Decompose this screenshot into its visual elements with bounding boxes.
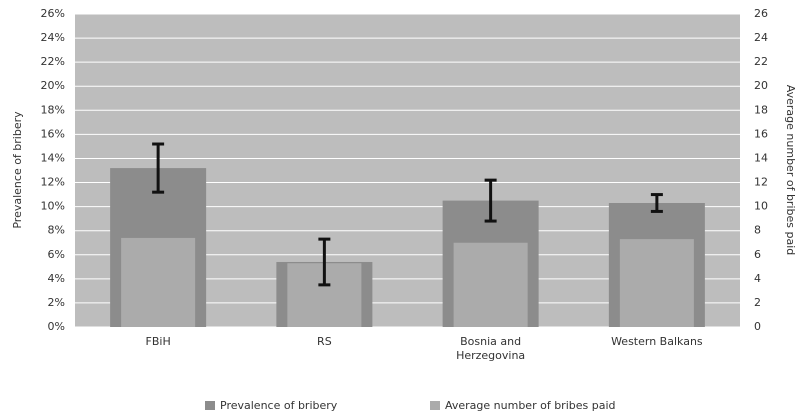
x-tick-label: RS <box>317 335 332 348</box>
y-tick-label: 4% <box>48 272 65 285</box>
y-tick-label: 14% <box>41 151 65 164</box>
y-tick-label: 12% <box>41 176 65 189</box>
legend-swatch <box>430 401 440 410</box>
y-tick-label: 8% <box>48 224 65 237</box>
y2-tick-label: 22 <box>754 55 768 68</box>
legend-label: Average number of bribes paid <box>445 399 616 412</box>
bar <box>619 239 694 327</box>
y2-tick-label: 14 <box>754 151 768 164</box>
x-tick-label: FBiH <box>145 335 171 348</box>
y-tick-label: 16% <box>41 127 65 140</box>
y-axis-label: Prevalence of bribery <box>11 111 24 229</box>
y2-tick-label: 18 <box>754 103 768 116</box>
bar <box>121 237 196 327</box>
y-tick-label: 20% <box>41 79 65 92</box>
x-tick-label: Western Balkans <box>611 335 703 348</box>
legend-label: Prevalence of bribery <box>220 399 338 412</box>
y-tick-label: 0% <box>48 320 65 333</box>
bar <box>453 242 528 327</box>
y2-tick-label: 12 <box>754 176 768 189</box>
legend-swatch <box>205 401 215 410</box>
y2-axis-label: Average number of bribes paid <box>784 85 797 256</box>
y2-tick-label: 10 <box>754 200 768 213</box>
y2-tick-label: 20 <box>754 79 768 92</box>
y2-tick-label: 4 <box>754 272 761 285</box>
y-tick-label: 26% <box>41 7 65 20</box>
y-tick-label: 24% <box>41 31 65 44</box>
y2-tick-label: 24 <box>754 31 768 44</box>
x-tick-label: Bosnia and Herzegovina <box>456 335 526 362</box>
y2-tick-label: 2 <box>754 296 761 309</box>
y-tick-label: 2% <box>48 296 65 309</box>
y2-tick-label: 6 <box>754 248 761 261</box>
y2-tick-label: 8 <box>754 224 761 237</box>
y-tick-label: 6% <box>48 248 65 261</box>
y2-tick-label: 0 <box>754 320 761 333</box>
y-tick-label: 10% <box>41 200 65 213</box>
y2-tick-label: 26 <box>754 7 768 20</box>
y-tick-label: 22% <box>41 55 65 68</box>
y-tick-label: 18% <box>41 103 65 116</box>
y2-tick-label: 16 <box>754 127 768 140</box>
